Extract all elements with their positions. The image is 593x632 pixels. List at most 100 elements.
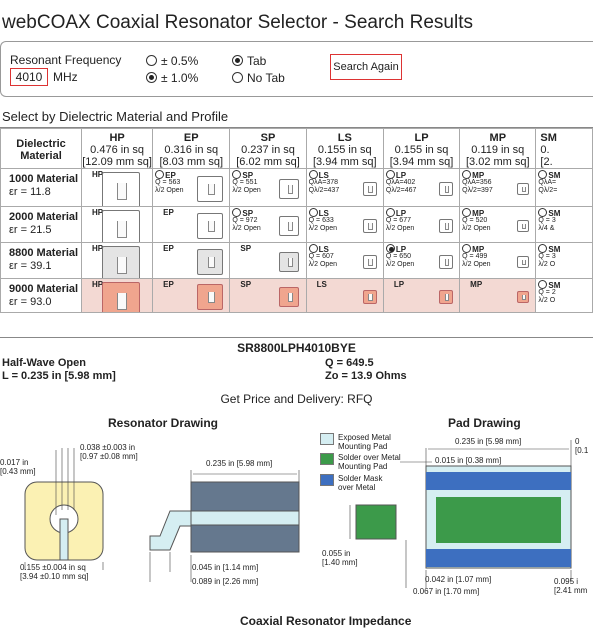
radio-icon[interactable] xyxy=(308,170,318,179)
profile-cell-mp: MP xyxy=(459,278,537,313)
radio-icon[interactable] xyxy=(308,208,318,217)
resonator-thumbnail xyxy=(438,182,453,196)
tolerance-05-option[interactable]: ± 0.5% xyxy=(146,54,198,68)
profile-cell-lp[interactable]: LP Q = 650 λ/2 Open xyxy=(382,242,461,279)
profile-cell-hp: HP xyxy=(81,168,154,207)
search-again-button[interactable]: Search Again xyxy=(330,54,402,80)
zo-value: Zo = 13.9 Ohms xyxy=(325,370,407,382)
resonator-thumbnail xyxy=(279,287,300,307)
radio-icon[interactable] xyxy=(232,72,243,83)
swatch-icon xyxy=(320,474,334,486)
no-tab-label: No Tab xyxy=(247,71,285,85)
radio-icon[interactable] xyxy=(538,208,548,217)
q-values: Q = 499 λ/2 Open xyxy=(462,253,491,268)
profile-header-hp: HP 0.476 in sq [12.09 mm sq] xyxy=(81,128,154,169)
pad-small xyxy=(355,504,397,540)
legend-solder: Solder over Metal Mounting Pad xyxy=(320,453,401,471)
profile-cell-sp[interactable]: SP Q = 972 λ/2 Open xyxy=(229,206,307,243)
tab-label: Tab xyxy=(247,54,267,68)
profile-cell-sm[interactable]: SM Q = 3 λ/2 O xyxy=(535,242,593,279)
dim-0045: 0.045 in [1.14 mm] xyxy=(192,563,259,572)
profile-cell-sm[interactable]: SM Q = 3 λ/4 & xyxy=(535,206,593,243)
profile-cell-mp[interactable]: MP Q = 520 λ/2 Open xyxy=(459,206,537,243)
divider xyxy=(0,337,593,338)
radio-icon[interactable] xyxy=(538,244,548,253)
swatch-icon xyxy=(320,453,334,465)
radio-icon[interactable] xyxy=(308,244,318,253)
profile-cell-ls: LS xyxy=(305,278,384,313)
frequency-unit: MHz xyxy=(53,70,78,84)
radio-icon[interactable] xyxy=(155,170,165,179)
frequency-input[interactable]: 4010 xyxy=(10,68,48,86)
q-values: QλA=402 Qλ/2=467 xyxy=(385,179,417,194)
impedance-title: Coaxial Resonator Impedance xyxy=(240,614,412,628)
profile-cell-ep[interactable]: EP Q = 563 λ/2 Open xyxy=(152,168,231,207)
profile-name: LS xyxy=(316,280,327,289)
tab-option[interactable]: Tab xyxy=(232,54,266,68)
radio-icon[interactable] xyxy=(385,170,395,179)
profile-cell-hp: HP xyxy=(81,278,154,313)
profile-cell-sm[interactable]: SM QλA= Qλ/2= xyxy=(535,168,593,207)
radio-icon[interactable] xyxy=(385,208,395,217)
radio-icon[interactable] xyxy=(538,170,548,179)
resonator-thumbnail xyxy=(102,246,141,278)
profile-cell-sm[interactable]: SM Q = 2 λ/2 O xyxy=(535,278,593,313)
profile-cell-hp: HP xyxy=(81,242,154,279)
profile-cell-ls[interactable]: LS Q = 633 λ/2 Open xyxy=(305,206,384,243)
material-name: 8800 Material xyxy=(9,247,79,259)
dim-0038: 0.038 ±0.003 in [0.97 ±0.08 mm] xyxy=(80,443,138,461)
profile-header-ls: LS 0.155 in sq [3.94 mm sq] xyxy=(305,128,384,169)
radio-icon[interactable] xyxy=(538,280,548,289)
radio-icon[interactable] xyxy=(146,55,157,66)
resonator-drawing xyxy=(24,448,300,582)
profile-name: SP xyxy=(232,208,253,218)
radio-selected-icon[interactable] xyxy=(385,244,395,253)
pad-drawing-title: Pad Drawing xyxy=(448,416,521,430)
q-values: Q = 3 λ/2 O xyxy=(538,253,556,268)
radio-icon[interactable] xyxy=(462,208,472,217)
radio-selected-icon[interactable] xyxy=(232,55,243,66)
material-label: 8800 Material εr = 39.1 xyxy=(0,242,83,279)
profile-name: HP xyxy=(92,280,104,289)
radio-icon[interactable] xyxy=(462,244,472,253)
no-tab-option[interactable]: No Tab xyxy=(232,71,285,85)
radio-icon[interactable] xyxy=(232,208,242,217)
q-values: Q = 3 λ/4 & xyxy=(538,217,556,232)
profile-cell-ls[interactable]: LS QλA=378 Qλ/2=437 xyxy=(305,168,384,207)
q-values: Q = 2 λ/2 O xyxy=(538,289,556,304)
profile-cell-mp[interactable]: MP Q = 499 λ/2 Open xyxy=(459,242,537,279)
tolerance-10-option[interactable]: ± 1.0% xyxy=(146,71,198,85)
pad-dim-cut: 0 [0.1 xyxy=(575,437,589,455)
profile-name: SM xyxy=(538,280,560,290)
material-profile-table: Dielectric Material HP 0.476 in sq [12.09 … xyxy=(0,128,593,313)
pad-mask-top xyxy=(426,472,571,490)
profile-name: EP xyxy=(163,280,174,289)
tolerance-10-label: ± 1.0% xyxy=(161,71,199,85)
profile-cell-mp[interactable]: MP QλA=356 Qλ/2=397 xyxy=(459,168,537,207)
material-er: εr = 93.0 xyxy=(9,296,52,308)
profile-cell-lp[interactable]: LP QλA=402 Qλ/2=467 xyxy=(382,168,461,207)
profile-cell-lp: LP xyxy=(382,278,461,313)
resonator-thumbnail xyxy=(102,210,141,242)
radio-icon[interactable] xyxy=(232,170,242,179)
radio-icon[interactable] xyxy=(462,170,472,179)
price-delivery-link[interactable]: Get Price and Delivery: RFQ xyxy=(220,392,373,406)
pad-mask-bottom xyxy=(426,549,571,567)
profile-name: LS xyxy=(308,244,329,254)
resonator-thumbnail xyxy=(517,183,530,195)
profile-cell-ls[interactable]: LS Q = 607 λ/2 Open xyxy=(305,242,384,279)
material-label: 1000 Material εr = 11.8 xyxy=(0,168,83,207)
material-er: εr = 39.1 xyxy=(9,260,52,272)
profile-cell-hp: HP xyxy=(81,206,154,243)
radio-selected-icon[interactable] xyxy=(146,72,157,83)
pad-dim-0067: 0.067 in [1.70 mm] xyxy=(413,587,480,596)
material-name: 9000 Material xyxy=(9,283,79,295)
q-values: Q = 520 λ/2 Open xyxy=(462,217,491,232)
profile-cell-sp[interactable]: SP Q = 551 λ/2 Open xyxy=(229,168,307,207)
profile-cell-ep: EP xyxy=(152,206,231,243)
profile-cell-sp: SP xyxy=(229,278,307,313)
q-values: QλA=378 Qλ/2=437 xyxy=(308,179,340,194)
profile-cell-lp[interactable]: LP Q = 677 λ/2 Open xyxy=(382,206,461,243)
resonator-tab xyxy=(59,518,69,561)
resonator-thumbnail xyxy=(362,182,377,196)
